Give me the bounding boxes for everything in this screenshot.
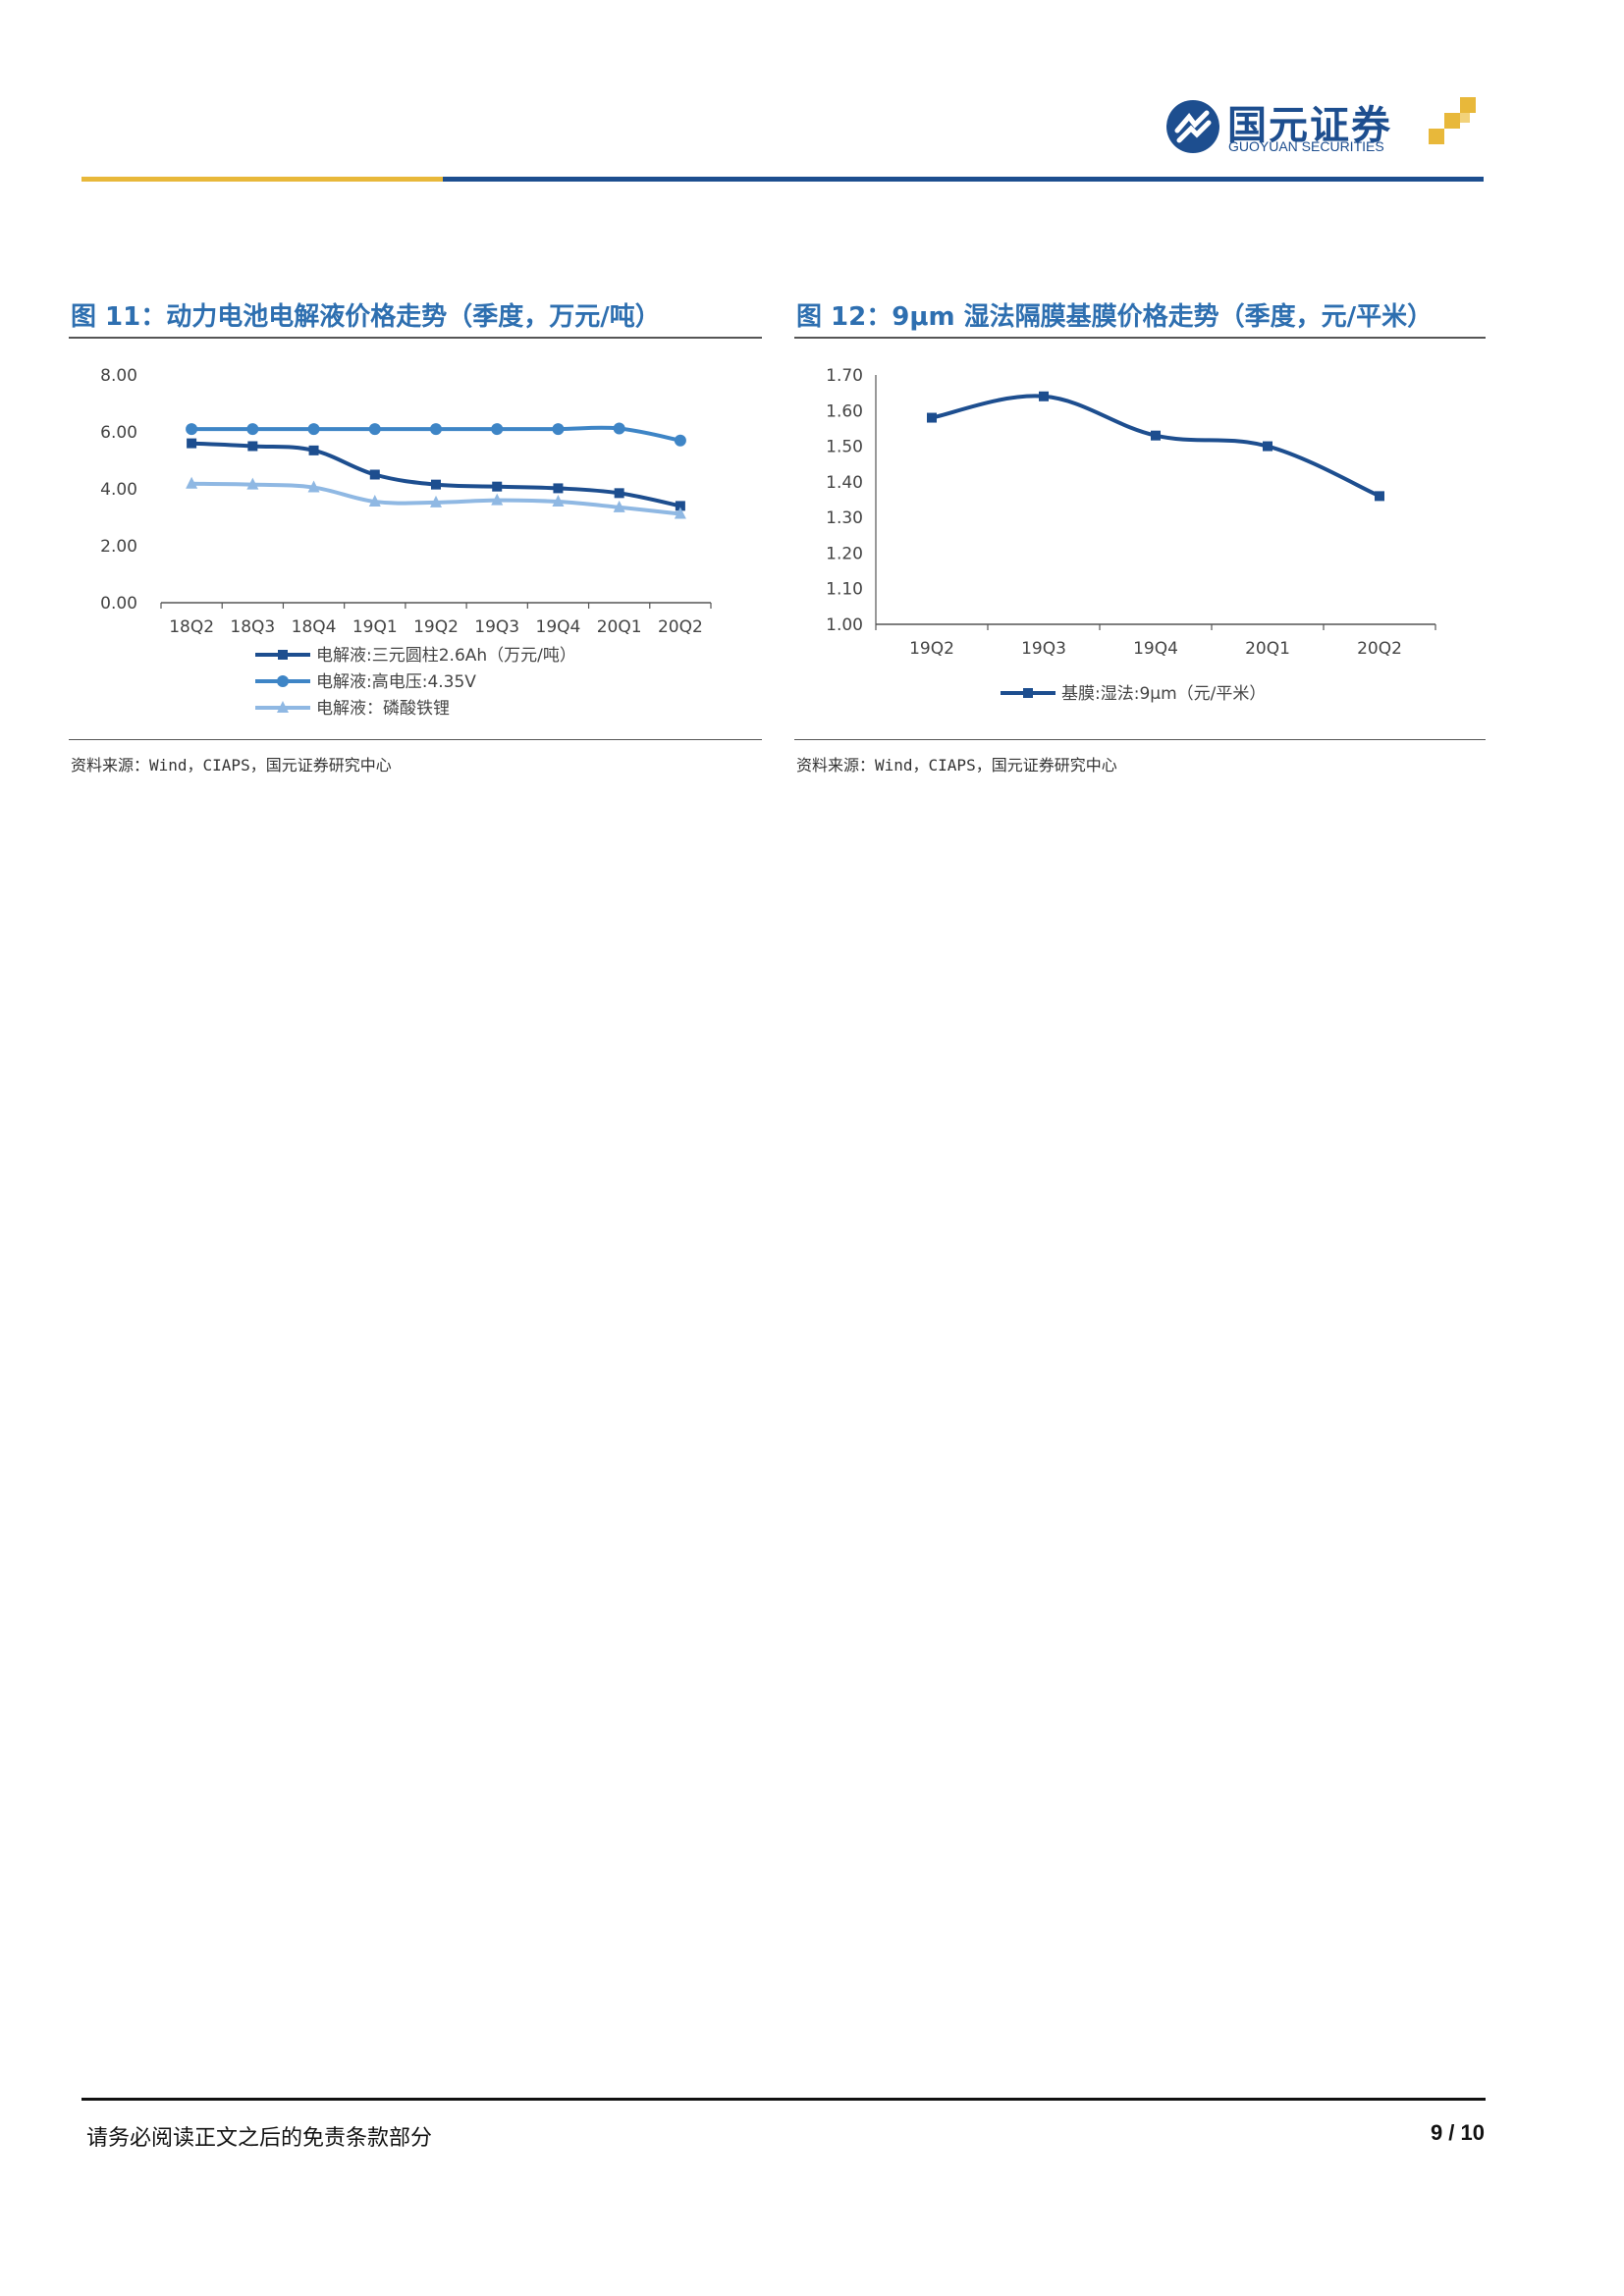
series-0 <box>187 438 685 511</box>
data-point <box>491 423 504 436</box>
y-tick-label: 4.00 <box>100 480 137 500</box>
legend-swatch-marker <box>277 701 289 713</box>
series-2 <box>186 476 686 519</box>
data-point <box>430 495 442 507</box>
data-point <box>369 469 380 480</box>
y-tick-label: 6.00 <box>100 423 137 443</box>
data-point <box>307 480 320 493</box>
legend-swatch-marker <box>1023 688 1033 698</box>
data-point <box>246 477 259 490</box>
legend-label: 电解液：磷酸铁锂 <box>316 699 450 719</box>
logo-english-name: GUOYUAN SECURITIES <box>1228 138 1384 154</box>
data-point <box>246 423 259 436</box>
data-point <box>430 423 442 436</box>
legend-item: 电解液：磷酸铁锂 <box>255 699 450 719</box>
footer-disclaimer: 请务必阅读正文之后的免责条款部分 <box>86 2126 433 2151</box>
header-rule <box>443 177 1484 182</box>
legend-label: 电解液:高电压:4.35V <box>316 672 476 692</box>
x-tick-label: 20Q2 <box>658 617 703 637</box>
data-point <box>186 476 198 489</box>
figure-12-source: 资料来源：Wind，CIAPS，国元证券研究中心 <box>796 756 1117 774</box>
data-point <box>307 423 320 436</box>
data-point <box>1151 430 1161 441</box>
data-point <box>613 422 625 435</box>
x-tick-label: 19Q4 <box>1133 639 1178 659</box>
data-point <box>552 495 565 507</box>
y-tick-label: 1.30 <box>826 508 863 528</box>
data-point <box>308 445 319 455</box>
data-point <box>492 481 503 492</box>
data-point <box>431 479 441 490</box>
x-tick-label: 19Q2 <box>909 639 954 659</box>
y-tick-label: 1.50 <box>826 438 863 457</box>
data-point <box>491 493 504 506</box>
x-tick-label: 20Q1 <box>597 617 642 637</box>
data-point <box>675 501 685 511</box>
x-tick-label: 18Q4 <box>292 617 337 637</box>
legend-swatch-marker <box>277 675 289 687</box>
y-tick-label: 1.60 <box>826 401 863 421</box>
chart-separator-price: 1.00 1.10 1.20 1.30 1.40 1.50 1.60 1.70 19Q2 19Q3… <box>826 366 1436 704</box>
data-point <box>1039 391 1049 401</box>
y-tick-label: 8.00 <box>100 366 137 386</box>
legend-label: 电解液:三元圆柱2.6Ah（万元/吨） <box>316 646 576 666</box>
figure-12-bottom-rule <box>794 739 1486 740</box>
legend-swatch-marker <box>278 650 288 660</box>
y-tick-label: 1.40 <box>826 473 863 493</box>
legend-item: 电解液:三元圆柱2.6Ah（万元/吨） <box>255 646 576 666</box>
figure-11-bottom-rule <box>69 739 762 740</box>
legend-label: 基膜:湿法:9μm（元/平米） <box>1061 684 1266 704</box>
x-tick-label: 19Q3 <box>1021 639 1066 659</box>
data-point <box>368 423 381 436</box>
logo-chinese-name: 国元证券 <box>1227 103 1392 148</box>
data-point <box>614 488 624 499</box>
data-point <box>1375 491 1384 502</box>
chart-electrolyte-price: 0.00 2.00 4.00 6.00 8.00 18Q2 18Q3 18Q4 19Q1 19Q2… <box>100 366 712 719</box>
data-point <box>674 507 686 519</box>
y-tick-label: 0.00 <box>100 594 137 614</box>
x-tick-label: 20Q2 <box>1357 639 1402 659</box>
y-tick-label: 1.70 <box>826 366 863 386</box>
figure-11-title: 图 11：动力电池电解液价格走势（季度，万元/吨） <box>71 302 661 332</box>
company-logo: 国元证券 GUOYUAN SECURITIES <box>1164 93 1488 162</box>
x-tick-label: 19Q3 <box>474 617 519 637</box>
logo-squares-icon <box>1429 97 1476 144</box>
data-point <box>674 434 686 447</box>
x-tick-label: 18Q3 <box>230 617 275 637</box>
legend-item: 基膜:湿法:9μm（元/平米） <box>1001 684 1266 704</box>
x-tick-label: 18Q2 <box>169 617 214 637</box>
figure-12-title: 图 12：9μm 湿法隔膜基膜价格走势（季度，元/平米） <box>796 302 1434 332</box>
footer-rule <box>81 2098 1486 2101</box>
data-point <box>187 438 197 449</box>
x-tick-label: 20Q1 <box>1245 639 1290 659</box>
legend-item: 电解液:高电压:4.35V <box>255 672 476 692</box>
y-tick-label: 1.00 <box>826 615 863 635</box>
x-tick-label: 19Q4 <box>536 617 581 637</box>
x-tick-label: 19Q1 <box>352 617 398 637</box>
series-1 <box>186 422 686 447</box>
data-point <box>613 500 625 512</box>
data-point <box>186 423 198 436</box>
header-accent-bar <box>81 177 443 182</box>
figure-11-source: 资料来源：Wind，CIAPS，国元证券研究中心 <box>71 756 392 774</box>
series-line <box>931 394 1380 499</box>
y-tick-label: 1.20 <box>826 544 863 563</box>
logo-emblem-icon <box>1166 100 1219 153</box>
x-tick-label: 19Q2 <box>413 617 459 637</box>
figure-11-top-rule <box>69 337 762 339</box>
page-number: 9 / 10 <box>1430 2120 1485 2145</box>
series-0 <box>927 391 1384 502</box>
data-point <box>552 423 565 436</box>
data-point <box>1263 441 1272 452</box>
data-point <box>368 495 381 507</box>
data-point <box>553 483 564 494</box>
data-point <box>927 412 937 423</box>
figure-12-top-rule <box>794 337 1486 339</box>
y-tick-label: 1.10 <box>826 580 863 600</box>
data-point <box>247 441 258 452</box>
y-tick-label: 2.00 <box>100 537 137 557</box>
